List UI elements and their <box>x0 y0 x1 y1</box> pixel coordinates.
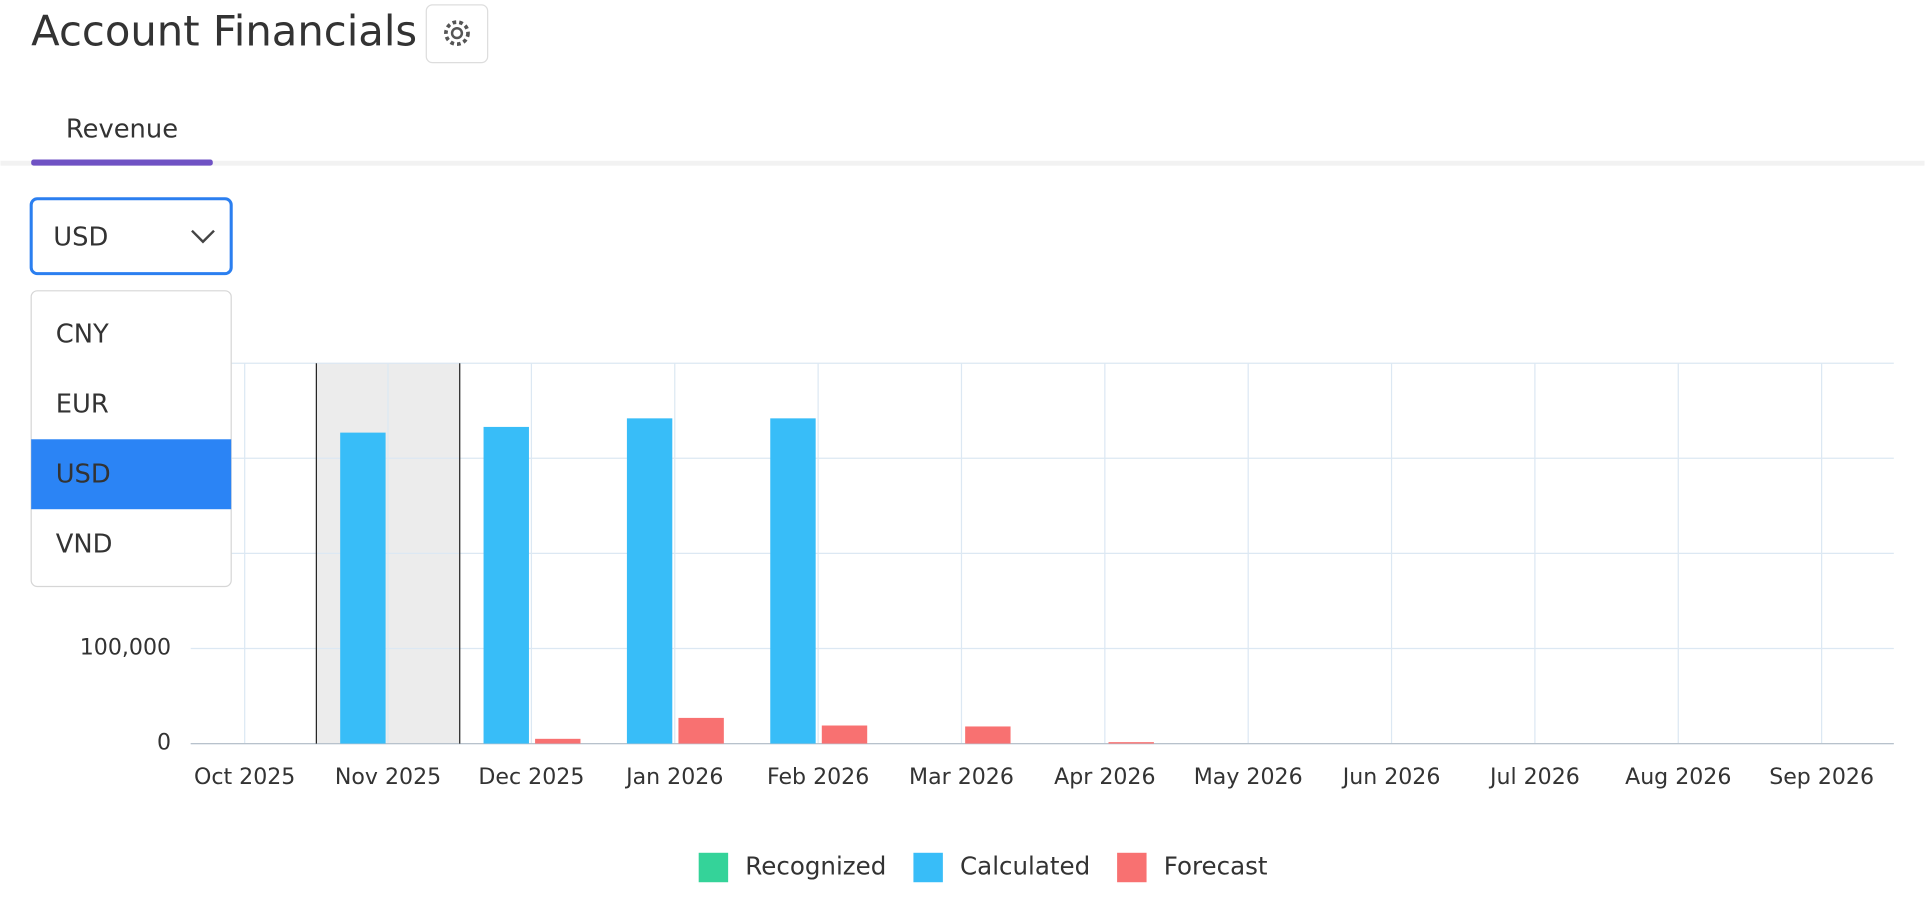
legend-swatch[interactable] <box>1117 852 1147 883</box>
x-tick-label: Jan 2026 <box>624 765 723 790</box>
tab-indicator <box>31 159 213 166</box>
bar <box>965 726 1011 744</box>
bar <box>340 432 386 744</box>
legend-label[interactable]: Calculated <box>960 852 1090 881</box>
x-tick-label: Jul 2026 <box>1488 765 1580 790</box>
dropdown-option[interactable]: EUR <box>56 389 109 419</box>
gear-teeth <box>444 20 470 47</box>
bar <box>483 426 529 744</box>
currency-select[interactable]: USD <box>29 197 233 276</box>
bar <box>1108 742 1154 744</box>
settings-button[interactable] <box>425 4 489 64</box>
page-title: Account Financials <box>31 6 417 55</box>
legend-label[interactable]: Forecast <box>1164 852 1268 881</box>
x-tick-label: Apr 2026 <box>1054 765 1155 790</box>
bar <box>626 418 673 744</box>
x-tick-label: Jun 2026 <box>1341 765 1441 790</box>
bar <box>821 725 868 744</box>
gear-hub <box>450 26 464 40</box>
select-value: USD <box>53 223 108 253</box>
bar <box>535 738 581 744</box>
bar <box>770 418 816 744</box>
legend-label[interactable]: Recognized <box>745 852 886 881</box>
x-tick-label: Oct 2025 <box>194 765 295 790</box>
legend-swatch[interactable] <box>913 852 943 883</box>
chart: Oct 2025 Nov 2025 Dec 2025 Jan 2026 Feb 2026… <box>80 350 1894 883</box>
select-chevron <box>191 229 215 244</box>
x-tick-label: Nov 2025 <box>335 765 441 790</box>
dropdown-menu: CNY EUR USD VND <box>30 290 232 588</box>
dropdown-option[interactable]: USD <box>56 459 111 489</box>
select-box[interactable] <box>29 197 233 276</box>
legend-swatch[interactable] <box>698 852 729 883</box>
tab-label[interactable]: Revenue <box>66 115 178 145</box>
option-highlight <box>31 439 232 510</box>
x-tick-label: Feb 2026 <box>767 765 869 790</box>
tab-bar <box>0 160 1925 166</box>
y-tick-label: 0 <box>157 731 171 756</box>
menu-frame <box>30 290 232 588</box>
y-tick-label: 100,000 <box>80 635 171 660</box>
x-tick-label: Mar 2026 <box>909 765 1014 790</box>
x-tick-label: Dec 2025 <box>478 765 584 790</box>
x-tick-label: Sep 2026 <box>1769 765 1874 790</box>
x-tick-label: Aug 2026 <box>1625 765 1731 790</box>
bar <box>678 717 724 744</box>
dropdown-option[interactable]: VND <box>56 529 113 559</box>
dropdown-option[interactable]: CNY <box>56 319 109 349</box>
x-tick-label: May 2026 <box>1194 765 1303 790</box>
settings-frame[interactable] <box>425 4 489 64</box>
